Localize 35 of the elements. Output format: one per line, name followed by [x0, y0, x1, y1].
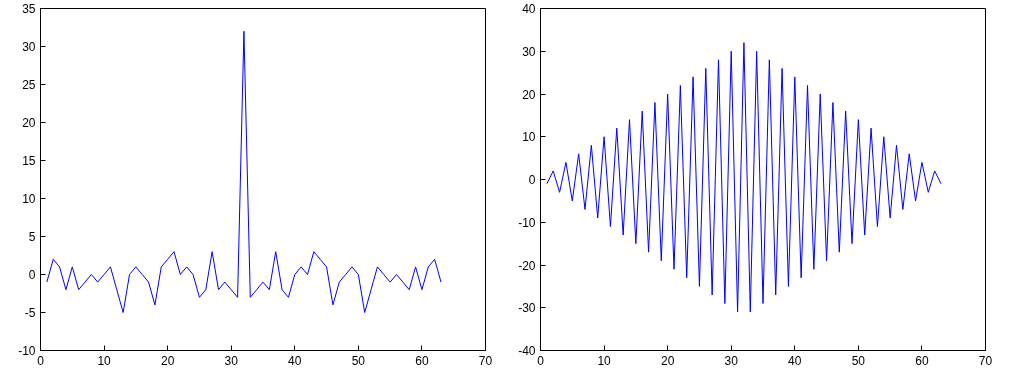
x-tick-label: 50: [851, 353, 866, 368]
x-tick-label: 30: [224, 353, 239, 368]
x-tick-label: 20: [160, 353, 175, 368]
y-tick-label: 20: [522, 87, 536, 102]
y-tick-label: -10: [18, 344, 36, 358]
y-tick-label: -5: [24, 306, 36, 320]
x-tick-label: 60: [915, 353, 929, 368]
y-tick-label: 10: [522, 130, 536, 145]
y-tick-label: 35: [22, 2, 36, 16]
y-tick-label: 30: [522, 44, 536, 59]
x-tick-label: 20: [660, 353, 675, 368]
x-tick-label: 70: [978, 353, 993, 368]
y-tick-label: -40: [518, 344, 536, 358]
x-tick-label: 10: [97, 353, 112, 368]
y-tick-label: 10: [22, 192, 36, 206]
x-tick-label: 70: [478, 353, 493, 368]
y-tick-label: 25: [22, 78, 36, 92]
y-tick-label: -30: [518, 301, 536, 316]
line-series: [546, 42, 942, 313]
x-tick-label: 50: [351, 353, 366, 368]
x-tick-label: 30: [724, 353, 739, 368]
x-tick-label: 40: [788, 353, 802, 368]
x-tick-label: 10: [597, 353, 612, 368]
y-tick-label: -20: [518, 258, 536, 273]
x-tick-label: 40: [288, 353, 302, 368]
y-tick-label: 0: [28, 268, 36, 282]
y-tick-label: 40: [522, 2, 536, 16]
y-tick-label: -10: [518, 215, 536, 230]
x-tick-label: 60: [415, 353, 429, 368]
y-tick-label: 15: [22, 154, 36, 168]
y-tick-label: 0: [528, 173, 536, 187]
y-tick-label: 30: [22, 40, 36, 54]
line-series: [46, 30, 442, 313]
y-tick-label: 20: [22, 116, 36, 130]
y-tick-label: 5: [28, 230, 36, 244]
